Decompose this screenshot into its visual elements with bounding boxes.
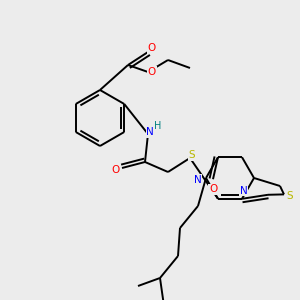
Text: S: S <box>287 191 293 201</box>
Text: O: O <box>148 43 156 53</box>
Text: N: N <box>146 127 154 137</box>
Text: N: N <box>240 186 248 196</box>
Text: S: S <box>189 150 195 160</box>
Text: O: O <box>209 184 217 194</box>
Text: O: O <box>112 165 120 175</box>
Text: O: O <box>148 67 156 77</box>
Text: N: N <box>194 175 202 185</box>
Text: H: H <box>154 121 162 131</box>
